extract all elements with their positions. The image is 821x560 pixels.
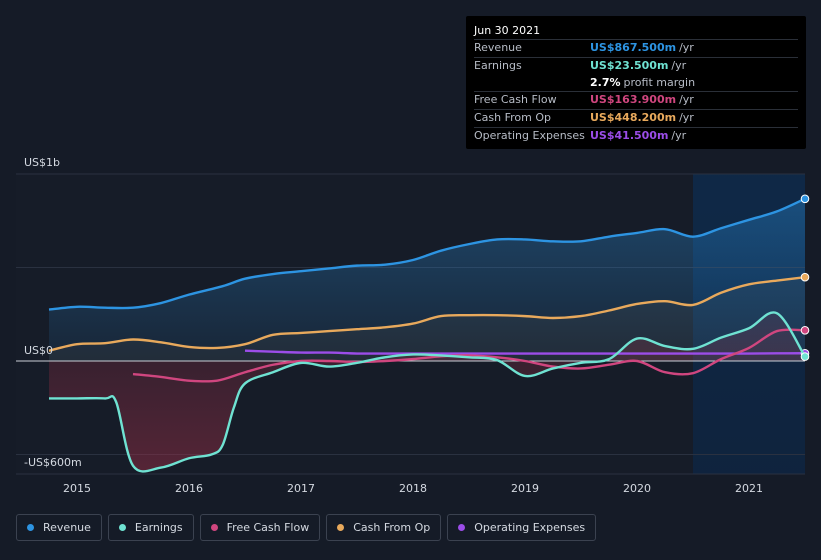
legend-label: Revenue	[43, 521, 91, 534]
tooltip-row-label: Operating Expenses	[474, 128, 585, 142]
x-tick-label: 2018	[399, 482, 427, 495]
y-tick-label: US$1b	[24, 156, 60, 169]
tooltip-row-unit: /yr	[671, 58, 687, 72]
x-tick-label: 2019	[511, 482, 539, 495]
x-tick-label: 2015	[63, 482, 91, 495]
earnings-area	[49, 312, 805, 472]
legend-dot-icon	[27, 524, 34, 531]
legend-item-cash-from-op[interactable]: Cash From Op	[326, 514, 442, 541]
x-tick-label: 2017	[287, 482, 315, 495]
revenue-area	[49, 198, 805, 361]
tooltip-row-unit: profit margin	[623, 75, 696, 89]
operating-expenses-line	[244, 349, 806, 355]
tooltip-row-value: US$23.500m	[590, 58, 669, 72]
x-tick-label: 2016	[175, 482, 203, 495]
tooltip-row: Earnings US$23.500m/yr	[474, 56, 798, 75]
legend: Revenue Earnings Free Cash Flow Cash From O…	[16, 514, 597, 541]
legend-dot-icon	[118, 524, 126, 531]
cash-from-op-end-marker	[800, 272, 810, 282]
free-cash-flow-end-marker	[800, 326, 810, 335]
free-cash-flow-line	[132, 328, 806, 383]
tooltip-row-value: US$867.500m	[590, 41, 677, 54]
revenue-line	[48, 197, 806, 311]
tooltip-row: Operating Expenses US$41.500m/yr	[474, 126, 798, 145]
x-tick-label: 2020	[623, 482, 651, 495]
tooltip-row-label: Earnings	[474, 58, 522, 72]
legend-dot-icon	[458, 524, 466, 531]
cash-from-op-line	[48, 275, 806, 352]
legend-dot-icon	[210, 524, 218, 531]
tooltip-row-unit: /yr	[679, 111, 694, 125]
tooltip-row-unit: /yr	[671, 128, 687, 142]
y-tick-label: -US$600m	[24, 456, 82, 469]
tooltip-row: Free Cash Flow US$163.900m/yr	[474, 91, 798, 109]
tooltip-row-value: 2.7%	[590, 75, 621, 89]
tooltip-row: Revenue US$867.500m/yr	[474, 39, 798, 57]
tooltip-row-value: US$41.500m	[590, 128, 669, 142]
legend-item-operating-expenses[interactable]: Operating Expenses	[447, 514, 597, 541]
tooltip-row-label: Revenue	[474, 41, 522, 54]
earnings-line	[49, 311, 807, 473]
tooltip-row: Cash From Op US$448.200m/yr	[474, 109, 798, 127]
legend-label: Free Cash Flow	[226, 521, 310, 534]
tooltip-row-value: US$448.200m	[590, 111, 677, 125]
legend-label: Operating Expenses	[474, 521, 586, 534]
revenue-end-marker	[800, 194, 810, 204]
cash-from-op-area	[49, 277, 805, 361]
tooltip-row-unit: /yr	[679, 41, 694, 54]
legend-label: Earnings	[134, 521, 183, 534]
legend-label: Cash From Op	[353, 521, 431, 534]
tooltip-date: Jun 30 2021	[474, 24, 541, 37]
x-tick-label: 2021	[735, 482, 763, 495]
tooltip-row-label: Free Cash Flow	[474, 93, 557, 107]
tooltip: Jun 30 2021 Revenue US$867.500m/yr Earning…	[466, 16, 806, 149]
earnings-end-marker	[800, 352, 810, 361]
legend-item-revenue[interactable]: Revenue	[16, 514, 102, 541]
tooltip-row-label: Cash From Op	[474, 111, 552, 125]
tooltip-row-label	[474, 75, 590, 92]
legend-item-earnings[interactable]: Earnings	[107, 514, 194, 541]
tooltip-row-unit: /yr	[679, 93, 694, 107]
y-tick-label: US$0	[24, 344, 53, 357]
tooltip-row-value: US$163.900m	[590, 93, 677, 107]
tooltip-row: 2.7% profit margin	[474, 75, 798, 92]
legend-item-free-cash-flow[interactable]: Free Cash Flow	[199, 514, 321, 541]
legend-dot-icon	[337, 524, 345, 531]
